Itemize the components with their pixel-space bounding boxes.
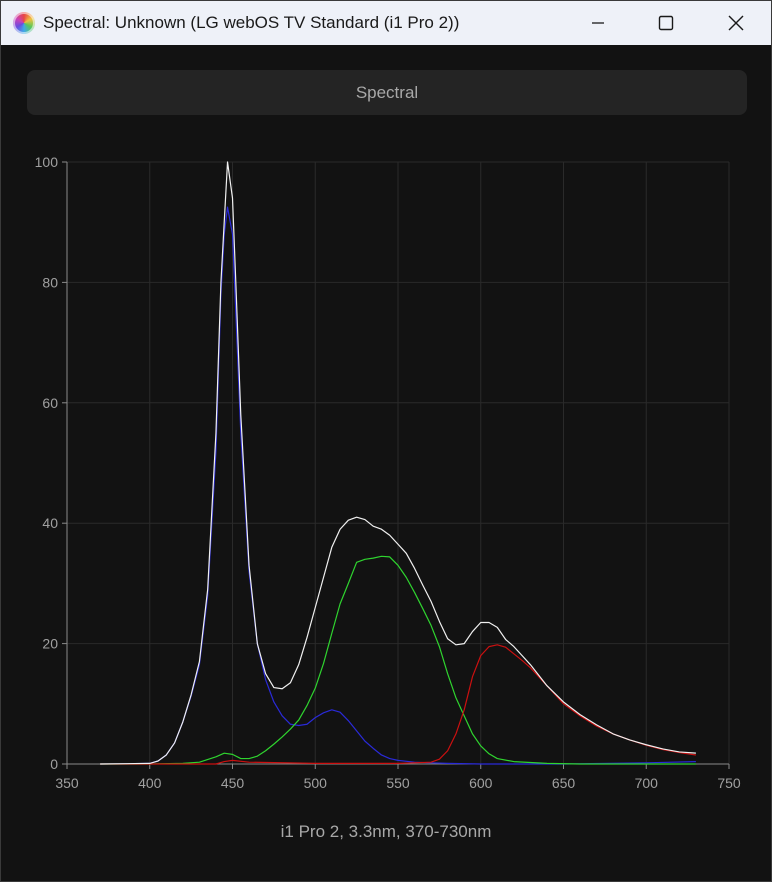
x-tick-label: 550 bbox=[386, 775, 410, 791]
x-tick-label: 750 bbox=[717, 775, 741, 791]
x-tick-label: 600 bbox=[469, 775, 493, 791]
minimize-button[interactable] bbox=[575, 1, 621, 45]
series-line-0 bbox=[100, 161, 696, 765]
maximize-icon bbox=[658, 15, 674, 31]
x-tick-label: 700 bbox=[635, 775, 659, 791]
series-line-1 bbox=[100, 206, 696, 765]
spectral-chart: 350 400 450 500 550 600 650 700 750 0 20 40 60 80 100 bbox=[1, 141, 771, 801]
maximize-button[interactable] bbox=[643, 1, 689, 45]
y-tick-label: 60 bbox=[42, 395, 58, 411]
y-tick-label: 40 bbox=[42, 515, 58, 531]
close-icon bbox=[728, 15, 744, 31]
x-tick-label: 400 bbox=[138, 775, 162, 791]
close-button[interactable] bbox=[713, 1, 759, 45]
tab-label: Spectral bbox=[355, 82, 419, 102]
chart-svg: 350 400 450 500 550 600 650 700 750 0 20 40 60 80 100 bbox=[35, 154, 741, 791]
y-tick-label: 0 bbox=[50, 756, 58, 772]
color-wheel-icon bbox=[13, 12, 35, 34]
x-tick-label: 500 bbox=[304, 775, 328, 791]
x-tick-label: 650 bbox=[552, 775, 576, 791]
title-bar[interactable]: Spectral: Unknown (LG webOS TV Standard … bbox=[1, 1, 771, 45]
y-tick-label: 20 bbox=[42, 636, 58, 652]
x-tick-label: 450 bbox=[221, 775, 245, 791]
y-tick-label: 80 bbox=[42, 274, 58, 290]
minimize-icon bbox=[592, 22, 604, 24]
y-tick-label: 100 bbox=[35, 154, 59, 170]
x-tick-label: 350 bbox=[55, 775, 79, 791]
window-title: Spectral: Unknown (LG webOS TV Standard … bbox=[43, 13, 460, 32]
tab-spectral[interactable]: Spectral bbox=[27, 70, 747, 115]
series-line-2 bbox=[100, 555, 696, 765]
x-axis-label: i1 Pro 2, 3.3nm, 370-730nm bbox=[280, 822, 492, 841]
